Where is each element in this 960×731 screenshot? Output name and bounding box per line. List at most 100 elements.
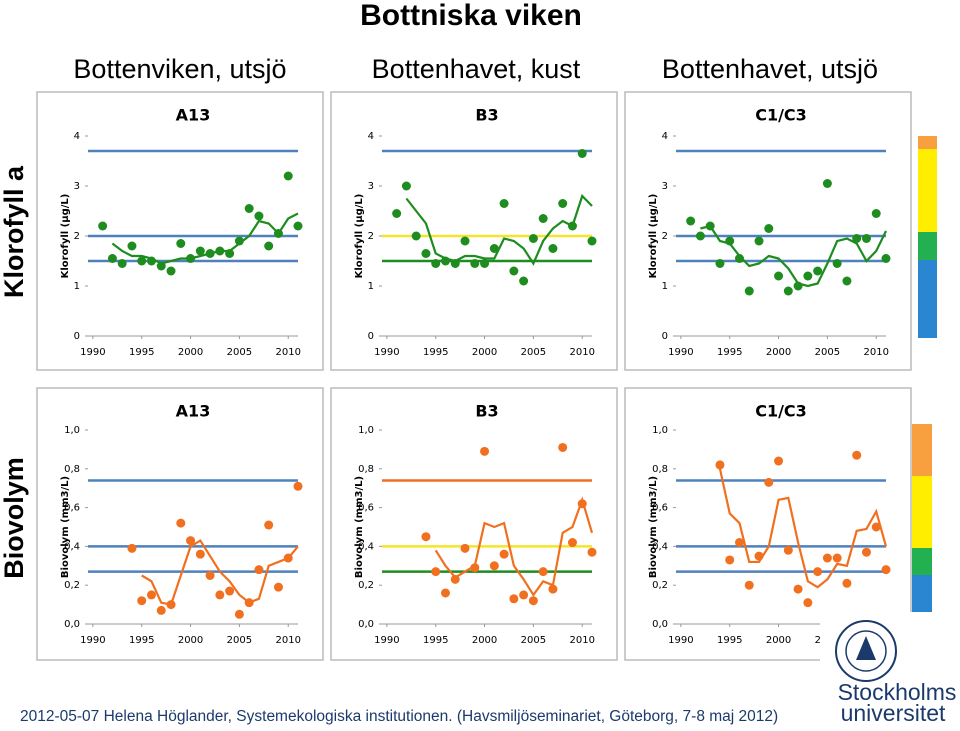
y-tick-label: 0,6 xyxy=(652,503,668,514)
y-tick-label: 2 xyxy=(662,231,668,242)
trend-line xyxy=(111,212,299,265)
data-point xyxy=(460,543,470,553)
data-point xyxy=(803,271,813,281)
data-point xyxy=(509,266,519,276)
data-point xyxy=(254,211,264,221)
y-tick-label: 1 xyxy=(74,281,80,292)
x-tick-label: 2010 xyxy=(276,347,301,358)
data-point xyxy=(244,204,254,213)
data-point xyxy=(401,181,411,191)
x-tick-label: 1990 xyxy=(374,635,399,646)
x-tick-label: 2000 xyxy=(178,347,203,358)
data-point xyxy=(450,574,460,584)
data-point xyxy=(283,553,293,563)
data-point xyxy=(460,236,470,246)
data-point xyxy=(783,286,793,296)
x-tick-label: 2010 xyxy=(276,635,301,646)
panel xyxy=(330,387,618,661)
data-point xyxy=(225,249,235,258)
y-axis-label: Biovolym (mm3/L) xyxy=(648,476,659,578)
y-tick-label: 0,4 xyxy=(64,541,80,552)
data-point xyxy=(480,446,490,456)
data-point xyxy=(528,596,538,606)
y-tick-label: 4 xyxy=(74,131,80,142)
data-point xyxy=(293,221,303,231)
data-point xyxy=(273,582,283,592)
x-tick-label: 1995 xyxy=(129,635,154,646)
x-tick-label: 2005 xyxy=(521,347,546,358)
data-point xyxy=(852,450,862,460)
y-axis-label: Klorofyll (µg/L) xyxy=(60,194,71,279)
x-tick-label: 1990 xyxy=(668,347,693,358)
data-point xyxy=(273,229,283,238)
data-point xyxy=(98,221,108,231)
data-point xyxy=(548,584,558,594)
y-tick-label: 4 xyxy=(662,131,668,142)
y-tick-label: 0,2 xyxy=(358,580,374,591)
y-axis-label: Biovolym (mm3/L) xyxy=(60,476,71,578)
data-point xyxy=(715,259,725,268)
data-point xyxy=(215,590,225,600)
data-point xyxy=(734,538,744,548)
data-point xyxy=(686,216,696,226)
y-tick-label: 1,0 xyxy=(358,425,374,436)
y-tick-label: 0,2 xyxy=(652,580,668,591)
data-point xyxy=(725,555,735,565)
data-point xyxy=(205,571,215,580)
data-point xyxy=(519,590,529,600)
logo-text: Stockholms xyxy=(838,679,957,705)
y-tick-label: 1 xyxy=(368,281,374,292)
data-point xyxy=(127,241,137,251)
data-point xyxy=(127,543,137,553)
data-point xyxy=(852,234,862,243)
chart-title: A13 xyxy=(176,106,211,125)
data-point xyxy=(205,249,215,258)
data-point xyxy=(577,149,587,158)
data-point xyxy=(861,234,871,243)
trend-line xyxy=(718,468,888,589)
data-point xyxy=(293,481,303,491)
x-tick-label: 2000 xyxy=(472,635,497,646)
data-point xyxy=(440,256,450,266)
y-tick-label: 0,8 xyxy=(358,464,374,475)
data-point xyxy=(587,547,597,557)
y-tick-label: 3 xyxy=(662,181,668,192)
data-point xyxy=(489,244,499,253)
data-point xyxy=(803,598,813,608)
x-tick-label: 2000 xyxy=(766,635,791,646)
chart-title: C1/C3 xyxy=(755,402,807,421)
y-tick-label: 0,0 xyxy=(64,619,80,630)
data-point xyxy=(283,171,293,181)
y-tick-label: 0 xyxy=(662,331,668,342)
x-tick-label: 2010 xyxy=(570,635,595,646)
chart-title: B3 xyxy=(475,402,498,421)
data-point xyxy=(764,477,774,487)
column-header: Bottenviken, utsjö xyxy=(73,54,286,84)
x-tick-label: 2000 xyxy=(472,347,497,358)
y-tick-label: 0,4 xyxy=(652,541,668,552)
y-axis-label: Klorofyll (µg/L) xyxy=(648,194,659,279)
data-point xyxy=(705,221,715,231)
slide-title: Bottniska viken xyxy=(360,0,582,32)
data-point xyxy=(480,259,490,268)
data-point xyxy=(117,259,127,268)
y-tick-label: 1,0 xyxy=(652,425,668,436)
data-point xyxy=(519,276,529,286)
data-point xyxy=(783,545,793,555)
data-point xyxy=(489,561,499,571)
data-point xyxy=(813,567,823,577)
data-point xyxy=(744,286,754,296)
y-tick-label: 0,8 xyxy=(652,464,668,475)
data-point xyxy=(587,236,597,246)
data-point xyxy=(558,442,568,452)
data-point xyxy=(509,594,519,604)
column-header: Bottenhavet, kust xyxy=(372,54,581,84)
data-point xyxy=(234,236,244,246)
data-point xyxy=(176,518,186,528)
data-point xyxy=(146,256,156,266)
y-tick-label: 0 xyxy=(368,331,374,342)
data-point xyxy=(137,596,147,606)
data-point xyxy=(871,522,881,532)
data-point xyxy=(793,584,803,594)
